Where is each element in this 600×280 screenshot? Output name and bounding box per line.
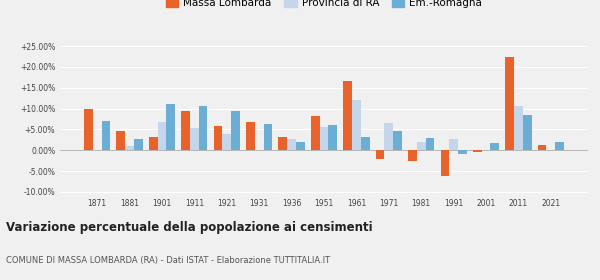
- Bar: [385, 123, 393, 150]
- Bar: [116, 131, 125, 150]
- Bar: [223, 134, 231, 150]
- Bar: [296, 142, 305, 150]
- Bar: [166, 104, 175, 150]
- Bar: [505, 57, 514, 150]
- Text: COMUNE DI MASSA LOMBARDA (RA) - Dati ISTAT - Elaborazione TUTTITALIA.IT: COMUNE DI MASSA LOMBARDA (RA) - Dati IST…: [6, 256, 330, 265]
- Bar: [149, 137, 158, 150]
- Bar: [199, 106, 208, 150]
- Bar: [287, 139, 296, 150]
- Bar: [181, 111, 190, 150]
- Bar: [343, 81, 352, 150]
- Bar: [311, 116, 320, 150]
- Bar: [514, 106, 523, 150]
- Bar: [263, 124, 272, 150]
- Bar: [158, 122, 166, 150]
- Bar: [84, 109, 93, 150]
- Bar: [425, 138, 434, 150]
- Bar: [473, 150, 482, 152]
- Bar: [538, 145, 547, 150]
- Legend: Massa Lombarda, Provincia di RA, Em.-Romagna: Massa Lombarda, Provincia di RA, Em.-Rom…: [161, 0, 487, 12]
- Bar: [231, 111, 240, 150]
- Bar: [393, 131, 402, 150]
- Bar: [449, 139, 458, 150]
- Bar: [523, 115, 532, 150]
- Bar: [376, 150, 385, 158]
- Bar: [190, 128, 199, 150]
- Bar: [278, 137, 287, 150]
- Bar: [555, 142, 564, 150]
- Text: Variazione percentuale della popolazione ai censimenti: Variazione percentuale della popolazione…: [6, 221, 373, 234]
- Bar: [417, 142, 425, 150]
- Bar: [328, 125, 337, 150]
- Bar: [440, 150, 449, 176]
- Bar: [101, 121, 110, 150]
- Bar: [408, 150, 417, 161]
- Bar: [361, 137, 370, 150]
- Bar: [134, 139, 143, 150]
- Bar: [458, 150, 467, 153]
- Bar: [246, 122, 255, 150]
- Bar: [320, 127, 328, 150]
- Bar: [214, 126, 223, 150]
- Bar: [490, 143, 499, 150]
- Bar: [125, 146, 134, 150]
- Bar: [352, 100, 361, 150]
